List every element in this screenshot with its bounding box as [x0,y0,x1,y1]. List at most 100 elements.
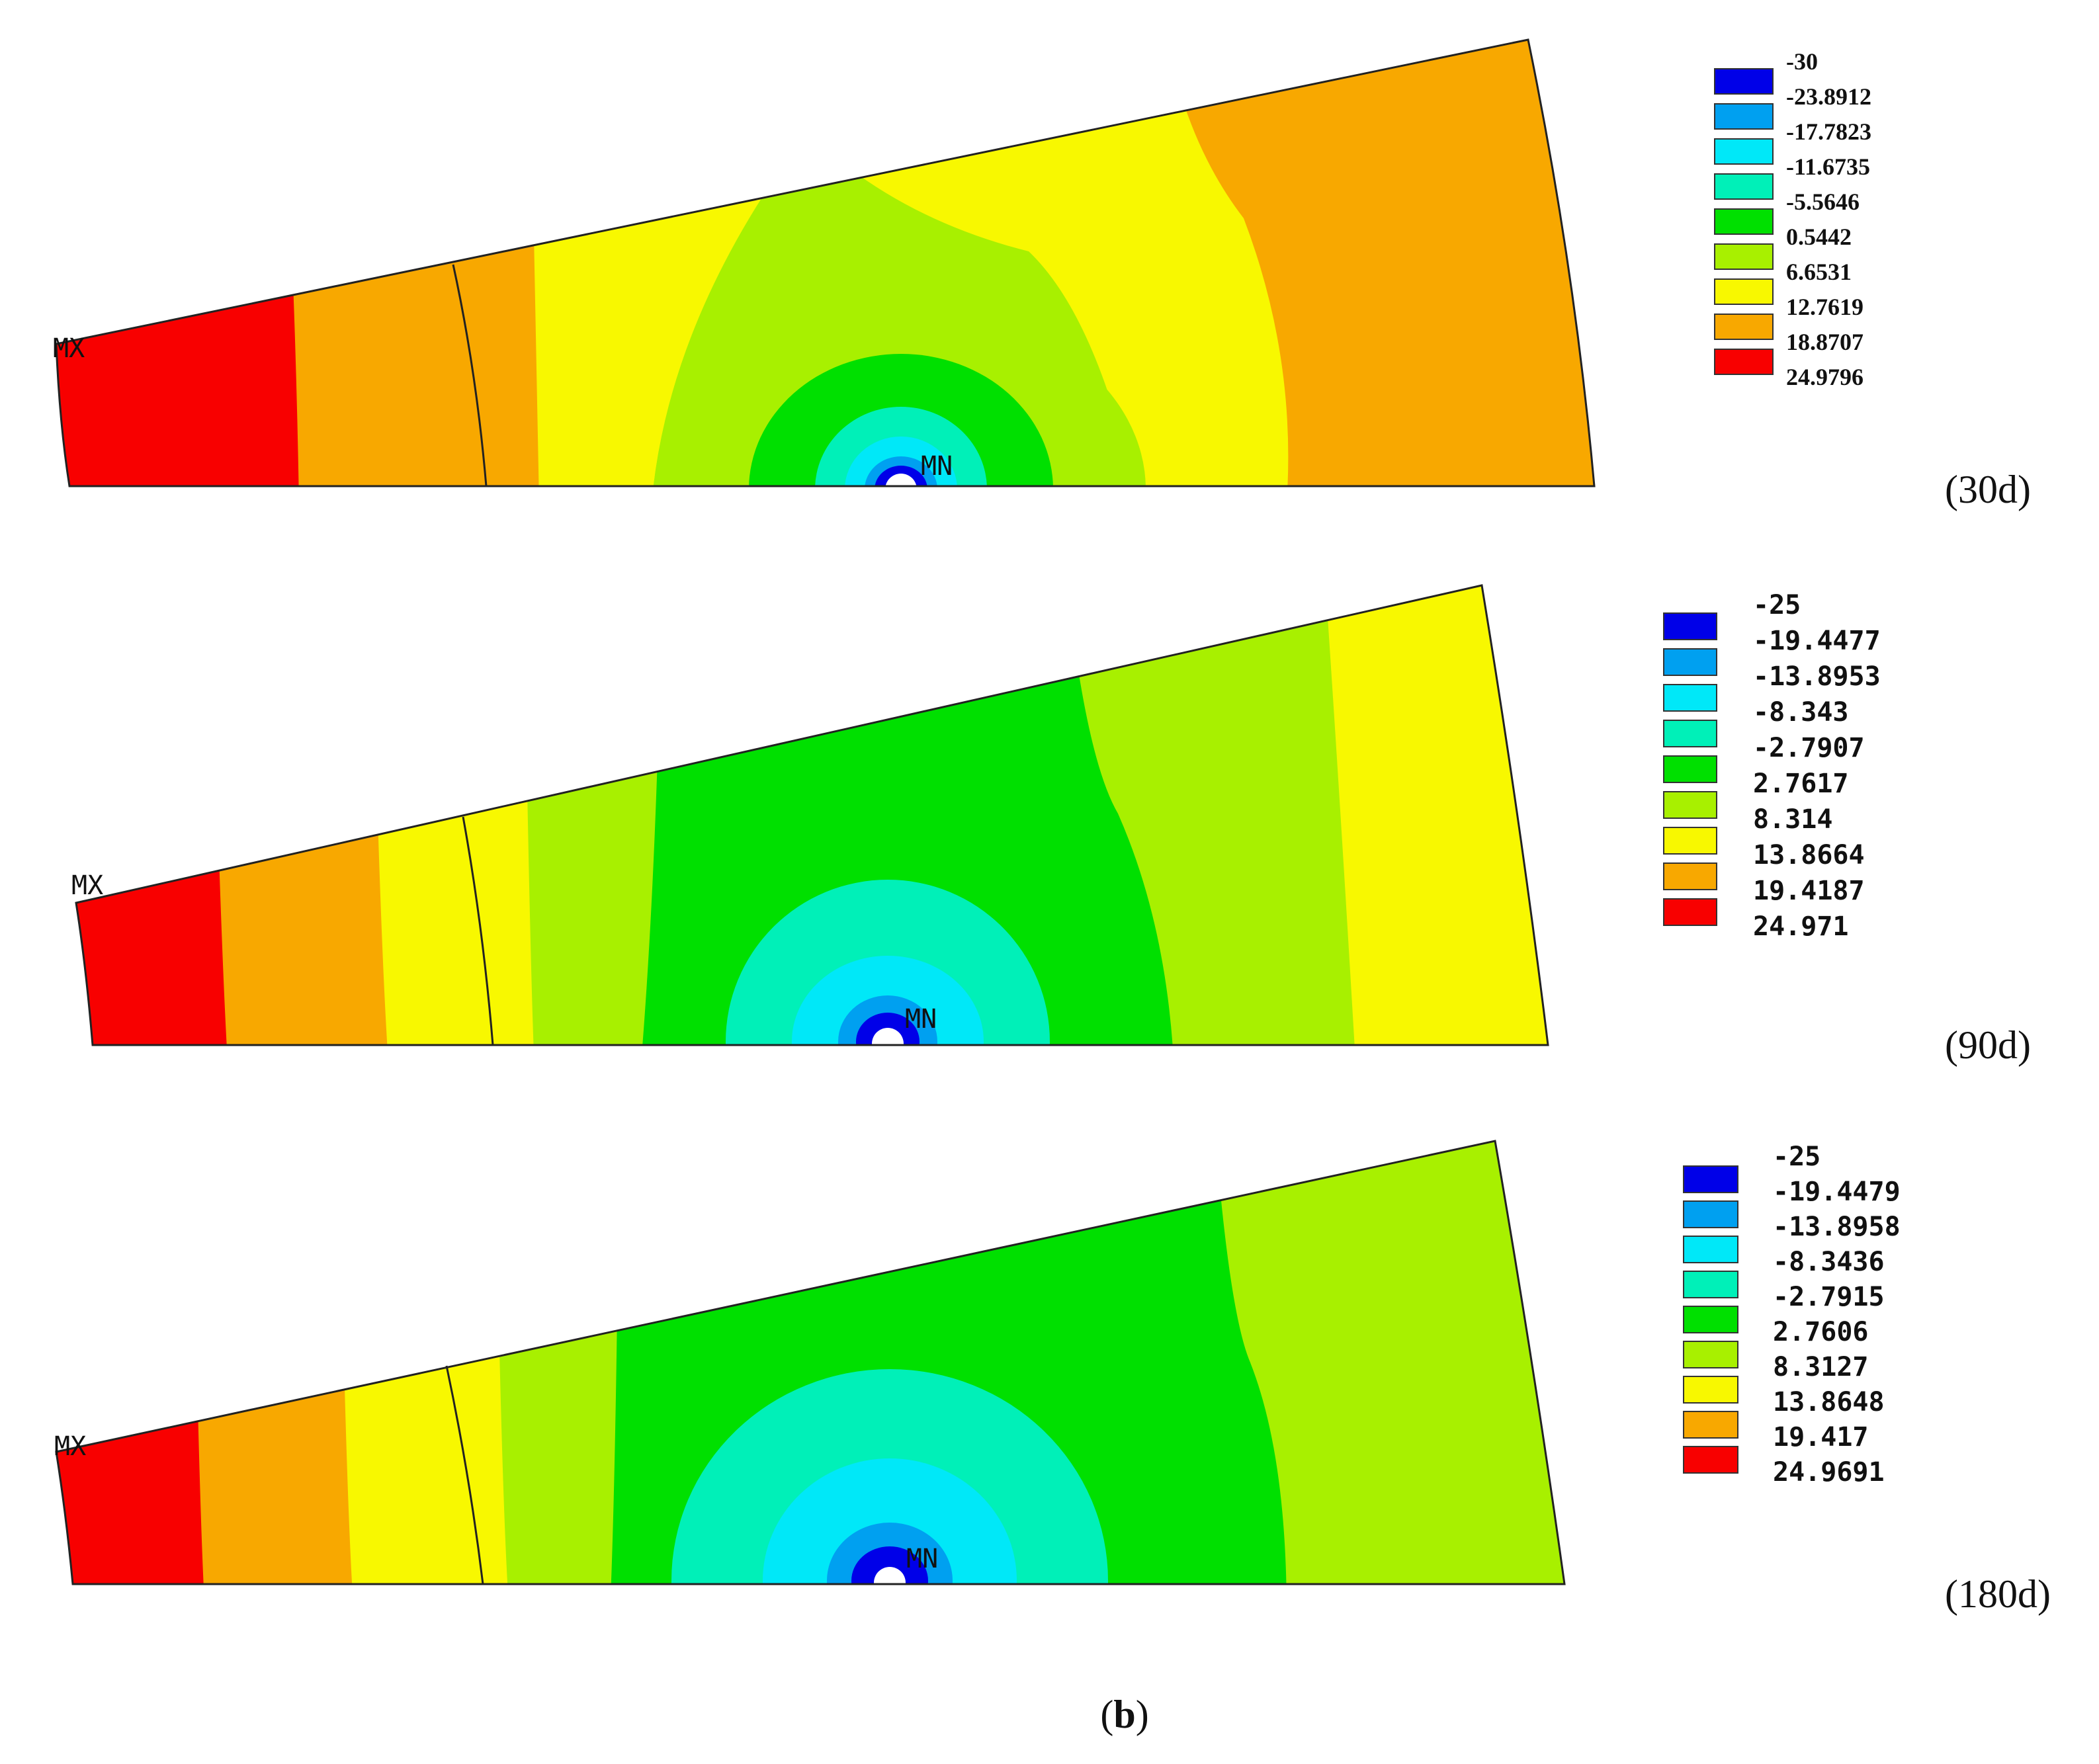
legend-value-label: -25 [1773,1142,1821,1172]
legend-value-label: 12.7619 [1786,294,1863,320]
legend-swatch [1714,173,1774,200]
stress-band-fill [76,585,228,1045]
legend-swatch [1714,68,1774,95]
legend-swatch [1683,1411,1738,1439]
stress-ring [875,466,927,486]
legend-values: -30 -23.8912 -17.7823 -11.6735 -5.5646 0.5442… [1786,48,1871,390]
legend-value-label: 8.3127 [1773,1352,1869,1382]
legend-swatch [1683,1341,1738,1368]
legend-value-label: -13.8953 [1753,661,1881,692]
bore-hole [872,1028,904,1060]
legend-swatches [1663,612,1717,926]
legend-swatch [1683,1236,1738,1263]
figure-sub-label: (b) [1100,1693,1148,1736]
figure-label-suffix: ) [1136,1693,1149,1736]
legend-value-label: -30 [1786,48,1818,75]
legend-swatch [1683,1376,1738,1404]
legend-value-label: -11.6735 [1786,153,1870,180]
figure-label-letter: b [1113,1693,1135,1736]
legend-value-label: -2.7915 [1773,1282,1885,1312]
legend-swatch [1714,349,1774,375]
material-interface-line [462,816,494,1046]
legend-value-label: -8.343 [1753,697,1849,728]
legend-value-label: -8.3436 [1773,1247,1885,1277]
stress-ring [815,407,987,486]
max-marker-label: MX [54,1431,86,1462]
stress-ring [749,354,1053,486]
legend-swatch [1663,720,1717,747]
stress-band-fill [56,40,299,486]
legend-swatch [1683,1306,1738,1333]
legend-value-label: 24.9691 [1773,1457,1885,1488]
legend-value-label: -23.8912 [1786,83,1871,110]
panel-time-label: (30d) [1945,468,2031,511]
contour-plot-30d [56,40,1594,486]
min-marker-label: MN [921,451,953,482]
stress-band-fill [56,1141,480,1584]
legend-swatch [1683,1271,1738,1298]
legend-swatch [1714,314,1774,340]
legend-swatch [1714,208,1774,235]
legend-swatch [1663,827,1717,855]
stress-ring [845,437,957,486]
legend-swatch [1663,612,1717,640]
legend-value-label: 24.971 [1753,911,1849,942]
legend-swatch [1663,791,1717,819]
legend-swatches [1683,1165,1738,1474]
legend-swatch [1663,898,1717,926]
legend-value-label: 18.8707 [1786,329,1863,355]
legend-value-label: -5.5646 [1786,189,1860,215]
stress-band-fill [56,1141,354,1584]
legend-swatch [1663,684,1717,712]
legend-value-label: 2.7617 [1753,769,1849,799]
legend-value-label: -19.4479 [1773,1177,1901,1207]
legend-swatch [1714,243,1774,270]
legend-swatch [1683,1446,1738,1474]
legend-swatch [1714,278,1774,305]
legend-value-label: 2.7606 [1773,1317,1869,1347]
panel-time-label: (180d) [1945,1572,2051,1616]
legend-180d: -25 -19.4479 -13.8958 -8.3436 -2.7915 2.7606 8… [1683,1142,1901,1488]
domain-outline [55,1140,1566,1585]
legend-value-label: -25 [1753,590,1801,620]
legend-swatch [1663,862,1717,890]
legend-swatch [1663,648,1717,676]
legend-swatch [1683,1165,1738,1193]
legend-value-label: -13.8958 [1773,1212,1901,1242]
stress-band-fill [56,1141,205,1584]
legend-value-label: -19.4477 [1753,626,1881,656]
material-interface-line [452,264,488,487]
domain-outline [55,38,1596,487]
legend-value-label: -2.7907 [1753,733,1865,763]
stress-ring [665,308,1137,486]
max-marker-label: MX [53,333,85,364]
legend-30d: -30 -23.8912 -17.7823 -11.6735 -5.5646 0.5442… [1714,48,1871,390]
legend-value-label: 8.314 [1753,804,1832,835]
legend-value-label: 0.5442 [1786,224,1852,250]
legend-swatch [1663,755,1717,783]
legend-swatch [1714,103,1774,130]
panel-time-label: (90d) [1945,1023,2031,1067]
figure-label-prefix: ( [1100,1693,1113,1736]
legend-value-label: 13.8664 [1753,840,1865,870]
bore-hole [885,474,917,505]
legend-value-label: -17.7823 [1786,118,1871,145]
legend-value-label: 19.417 [1773,1422,1869,1452]
legend-swatches [1714,68,1774,375]
legend-swatch [1714,138,1774,165]
contour-panel-30d: MX MN (30d) -30-23.8912-17.7823-11.6735-… [53,38,2031,511]
legend-values: -25 -19.4479 -13.8958 -8.3436 -2.7915 2.7606 8… [1773,1142,1901,1488]
legend-value-label: 19.4187 [1753,876,1865,906]
legend-value-label: 6.6531 [1786,259,1852,285]
bore-hole [874,1567,906,1599]
legend-swatch [1683,1200,1738,1228]
legend-90d: -25 -19.4477 -13.8953 -8.343 -2.7907 2.7617 8.… [1663,590,1881,942]
legend-value-label: 24.9796 [1786,364,1863,390]
legend-value-label: 13.8648 [1773,1387,1885,1417]
max-marker-label: MX [71,870,103,901]
min-marker-label: MN [905,1004,937,1034]
domain-outline [75,584,1549,1046]
legend-values: -25 -19.4477 -13.8953 -8.343 -2.7907 2.7617 8.… [1753,590,1881,942]
min-marker-label: MN [906,1544,938,1574]
